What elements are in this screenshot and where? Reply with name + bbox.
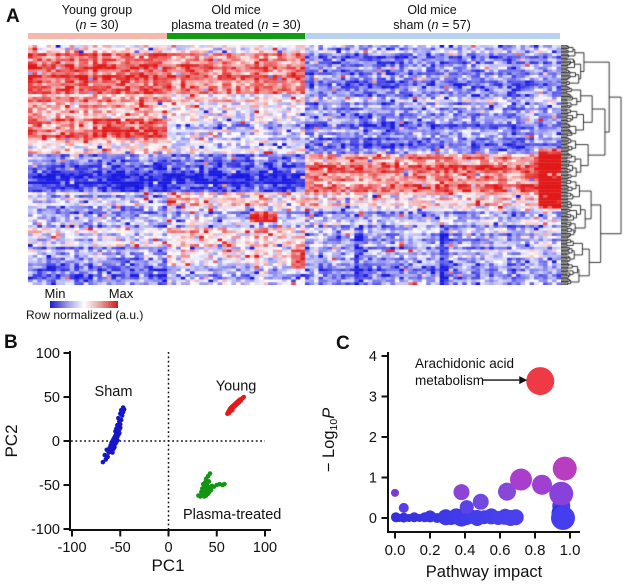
pathway-bubble xyxy=(507,509,524,526)
y-tick-label: 4 xyxy=(369,349,377,365)
x-tick-label: -100 xyxy=(57,540,86,556)
data-point-sham xyxy=(115,437,120,443)
y-axis-title: PC2 xyxy=(2,424,21,457)
pathway-bubble xyxy=(551,506,575,530)
group-young-line1: Young group xyxy=(61,3,133,17)
cluster-label-sham: Sham xyxy=(95,384,133,400)
data-point-sham xyxy=(110,450,115,455)
group-young-line2: (n = 30) xyxy=(75,17,119,32)
colorbar-gradient xyxy=(50,301,118,308)
colorbar-min-label: Min xyxy=(44,286,66,301)
pathway-bubble xyxy=(398,502,409,513)
data-point-sham xyxy=(120,405,126,410)
x-tick-label: -50 xyxy=(110,540,131,556)
y-tick-label: 3 xyxy=(369,390,377,406)
pathway-bubble xyxy=(459,500,474,515)
pathway-bubble xyxy=(510,468,532,491)
x-tick-label: 100 xyxy=(253,540,277,556)
x-tick-label: 0 xyxy=(164,540,172,556)
data-point-plasma-treated xyxy=(222,481,227,487)
dendrogram xyxy=(561,45,629,285)
panel-a-label: A xyxy=(6,6,20,27)
pathway-bubble-plot: 0 1 2 3 4 0.0 0.2 0.4 0.6 0.8 1.0 Pathway impact − L… xyxy=(320,349,581,581)
y-tick-label: 2 xyxy=(369,430,377,446)
group-header-plasma: Old mice plasma treated (n = 30) xyxy=(156,3,316,32)
pathway-bubble xyxy=(532,474,552,495)
y-axis-title: − Log10P xyxy=(320,408,340,472)
heatmap xyxy=(28,45,561,285)
cluster-label-plasma-treated: Plasma-treated xyxy=(183,507,281,523)
y-tick-label: -100 xyxy=(31,522,60,538)
data-point-sham xyxy=(116,415,121,421)
group-plasma-line1: Old mice xyxy=(211,3,261,17)
y-tick-label: 100 xyxy=(36,346,60,362)
group-bar-plasma xyxy=(167,33,305,39)
x-tick-label: 1.0 xyxy=(560,542,581,559)
annotation-arrow-head xyxy=(519,376,528,385)
x-axis-title: PC1 xyxy=(151,556,184,575)
x-tick-label: 0.4 xyxy=(455,542,476,559)
y-tick-label: 0 xyxy=(369,511,377,527)
pathway-bubble xyxy=(526,367,555,396)
colorbar-max-label: Max xyxy=(108,286,134,301)
group-plasma-line2: plasma treated (n = 30) xyxy=(171,17,301,32)
x-tick-label: 0.8 xyxy=(525,542,546,559)
data-point-sham xyxy=(105,454,111,460)
annotation-line1: Arachidonic acid xyxy=(415,356,514,371)
group-sham-line2: sham (n = 57) xyxy=(393,17,471,32)
x-tick-label: 0.2 xyxy=(420,542,441,559)
group-header-sham: Old mice sham (n = 57) xyxy=(352,3,512,32)
group-header-young: Young group (n = 30) xyxy=(37,3,157,32)
x-tick-label: 0.6 xyxy=(490,542,511,559)
pathway-bubble xyxy=(552,456,577,481)
group-bar-sham xyxy=(305,33,560,39)
pathway-bubble xyxy=(391,488,399,497)
x-tick-label: 50 xyxy=(209,540,225,556)
y-tick-label: 0 xyxy=(52,434,60,450)
data-point-plasma-treated xyxy=(207,471,213,476)
x-tick-label: 0.0 xyxy=(385,542,406,559)
panel-b-label: B xyxy=(4,332,18,353)
pca-scatter-plot: 100 50 0 -50 -100 -100 -50 0 50 100 PC1 PC2 Sham Youn… xyxy=(2,346,281,575)
y-tick-label: 1 xyxy=(369,471,377,487)
group-sham-line1: Old mice xyxy=(407,3,457,17)
group-bar-young xyxy=(28,33,167,39)
pathway-bubble xyxy=(453,484,470,501)
x-axis-title: Pathway impact xyxy=(426,563,543,581)
y-tick-label: 50 xyxy=(44,390,60,406)
pathway-bubble xyxy=(472,493,489,510)
pathway-bubble xyxy=(498,482,516,501)
pathway-bubble xyxy=(549,481,574,506)
data-point-young xyxy=(241,394,247,400)
cluster-label-young: Young xyxy=(216,379,257,395)
colorbar-caption: Row normalized (a.u.) xyxy=(26,308,144,322)
y-tick-label: -50 xyxy=(39,478,60,494)
panel-c-label: C xyxy=(336,333,350,354)
data-point-sham xyxy=(112,444,117,450)
annotation-line2: metabolism xyxy=(415,373,484,388)
